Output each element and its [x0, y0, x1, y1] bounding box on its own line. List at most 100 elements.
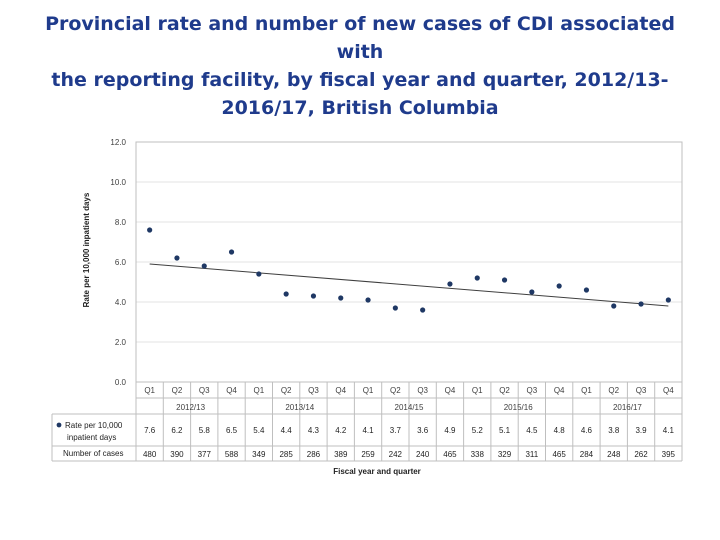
rate-value: 4.3 — [308, 426, 320, 435]
title-line-3: 2016/17, British Columbia — [221, 97, 499, 119]
rate-value: 4.6 — [581, 426, 593, 435]
data-point — [174, 255, 180, 261]
cases-value: 259 — [361, 450, 375, 459]
y-tick-label: 4.0 — [115, 298, 127, 307]
data-points — [147, 227, 671, 313]
quarter-label: Q2 — [281, 386, 292, 395]
data-point — [529, 289, 535, 295]
data-point — [474, 275, 480, 281]
fiscal-year-label: 2014/15 — [395, 403, 424, 412]
rate-value: 3.6 — [417, 426, 429, 435]
data-point — [611, 303, 617, 309]
cases-value: 480 — [143, 450, 157, 459]
legend-label-line-2: inpatient days — [67, 433, 116, 442]
data-point — [228, 249, 235, 255]
data-point — [310, 293, 317, 299]
cases-value: 377 — [198, 450, 212, 459]
cases-value: 395 — [662, 450, 676, 459]
rate-value: 3.9 — [635, 426, 647, 435]
data-point — [283, 291, 289, 297]
cases-value: 286 — [307, 450, 321, 459]
quarter-label: Q2 — [390, 386, 401, 395]
y-tick-label: 0.0 — [115, 378, 127, 387]
y-axis-title: Rate per 10,000 inpatient days — [82, 192, 91, 307]
data-point — [392, 305, 398, 311]
rate-value: 7.6 — [144, 426, 156, 435]
data-point — [665, 297, 671, 303]
title-line-1: Provincial rate and number of new cases … — [45, 13, 675, 63]
gridlines — [136, 181, 682, 343]
data-point — [256, 271, 262, 277]
cases-row-label: Number of cases — [63, 449, 123, 458]
cases-value: 262 — [634, 450, 648, 459]
rate-value: 5.2 — [472, 426, 484, 435]
y-tick-label: 6.0 — [115, 258, 127, 267]
data-table: Q1 7.6 480 Q2 6.2 390 Q3 5.8 377 Q4 6.5 588 Q1 5.4 349… — [51, 382, 683, 462]
rate-value: 5.4 — [253, 426, 265, 435]
title-line-2: the reporting facility, by fiscal year a… — [51, 69, 669, 91]
cases-value: 311 — [525, 450, 538, 459]
quarter-label: Q3 — [636, 386, 647, 395]
quarter-label: Q3 — [199, 386, 210, 395]
quarter-label: Q2 — [608, 386, 619, 395]
x-axis-title: Fiscal year and quarter — [333, 467, 421, 476]
rate-value: 3.8 — [608, 426, 620, 435]
quarter-label: Q4 — [226, 386, 237, 395]
rate-value: 4.5 — [526, 426, 538, 435]
rate-value: 3.7 — [390, 426, 402, 435]
y-tick-label: 2.0 — [115, 338, 127, 347]
data-point — [556, 283, 562, 289]
cases-value: 240 — [416, 450, 430, 459]
legend-label-line-1: Rate per 10,000 — [65, 421, 123, 430]
data-point — [147, 227, 153, 233]
quarter-label: Q4 — [554, 386, 565, 395]
quarter-label: Q1 — [254, 386, 265, 395]
cases-value: 465 — [552, 450, 566, 459]
fiscal-year-label: 2012/13 — [176, 403, 205, 412]
quarter-label: Q3 — [308, 386, 319, 395]
cases-value: 389 — [334, 450, 348, 459]
cases-value: 465 — [443, 450, 457, 459]
cases-value: 285 — [279, 450, 293, 459]
cases-value: 390 — [170, 450, 184, 459]
rate-value: 6.5 — [226, 426, 238, 435]
data-point — [447, 281, 453, 287]
y-tick-label: 10.0 — [110, 178, 126, 187]
cases-value: 284 — [580, 450, 594, 459]
slide-title: Provincial rate and number of new cases … — [20, 10, 700, 122]
trendline — [149, 263, 669, 307]
rate-value: 5.1 — [499, 426, 511, 435]
legend-marker — [56, 422, 62, 428]
quarter-label: Q1 — [581, 386, 592, 395]
data-point — [501, 277, 508, 283]
fiscal-year-label: 2013/14 — [285, 403, 314, 412]
quarter-label: Q4 — [445, 386, 456, 395]
rate-value: 4.1 — [663, 426, 675, 435]
quarter-label: Q4 — [663, 386, 674, 395]
data-point — [201, 263, 207, 269]
fiscal-year-label: 2016/17 — [613, 403, 642, 412]
rate-value: 4.4 — [281, 426, 293, 435]
quarter-label: Q2 — [499, 386, 510, 395]
cases-value: 248 — [607, 450, 621, 459]
y-tick-label: 8.0 — [115, 218, 127, 227]
y-tick-label: 12.0 — [110, 138, 126, 147]
quarter-label: Q1 — [144, 386, 155, 395]
quarter-label: Q4 — [335, 386, 346, 395]
quarter-label: Q1 — [472, 386, 483, 395]
data-point — [583, 287, 590, 293]
quarter-label: Q2 — [172, 386, 183, 395]
data-point — [420, 307, 426, 313]
rate-value: 4.9 — [444, 426, 456, 435]
data-point — [365, 297, 371, 303]
cases-value: 329 — [498, 450, 512, 459]
data-point — [338, 295, 344, 301]
rate-value: 4.8 — [554, 426, 566, 435]
quarter-label: Q1 — [363, 386, 374, 395]
quarter-label: Q3 — [417, 386, 428, 395]
data-point — [638, 301, 644, 307]
cases-value: 242 — [389, 450, 403, 459]
cases-value: 338 — [471, 450, 485, 459]
rate-value: 6.2 — [171, 426, 183, 435]
